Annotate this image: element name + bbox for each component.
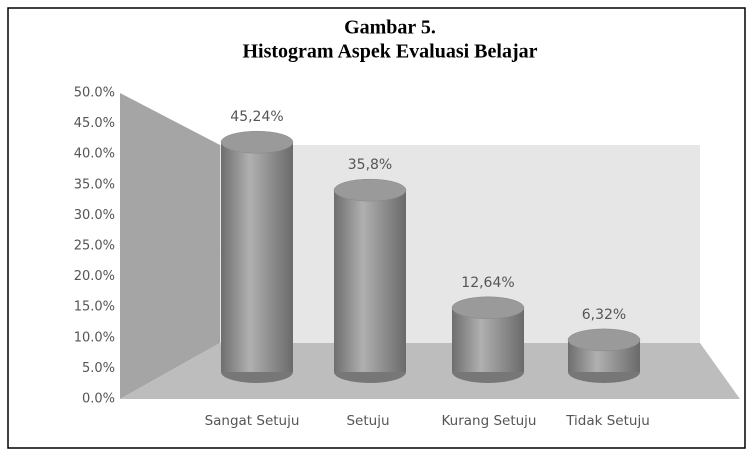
value-label: 6,32% bbox=[582, 307, 626, 323]
value-label: 35,8% bbox=[348, 157, 392, 173]
chart-title: Gambar 5. bbox=[344, 17, 436, 39]
y-tick-label: 5.0% bbox=[82, 361, 115, 376]
bar-top bbox=[333, 178, 407, 202]
frame bbox=[7, 7, 746, 449]
y-tick-label: 20.0% bbox=[74, 269, 115, 284]
y-tick-label: 15.0% bbox=[74, 300, 115, 315]
floor bbox=[120, 343, 740, 399]
chart-subtitle: Histogram Aspek Evaluasi Belajar bbox=[242, 41, 537, 63]
x-tick-label: Tidak Setuju bbox=[565, 413, 650, 429]
y-tick-label: 25.0% bbox=[74, 239, 115, 254]
y-tick-label: 45.0% bbox=[74, 116, 115, 131]
value-label: 12,64% bbox=[461, 275, 514, 291]
y-tick-label: 50.0% bbox=[74, 86, 115, 101]
bar-top bbox=[451, 296, 525, 320]
y-tick-label: 40.0% bbox=[74, 147, 115, 162]
x-tick-label: Kurang Setuju bbox=[441, 413, 536, 429]
bar bbox=[334, 190, 406, 372]
bar bbox=[221, 142, 293, 372]
y-tick-label: 30.0% bbox=[74, 208, 115, 223]
y-tick-label: 10.0% bbox=[74, 330, 115, 345]
y-tick-label: 35.0% bbox=[74, 177, 115, 192]
bar-top bbox=[567, 328, 641, 352]
x-tick-label: Setuju bbox=[346, 413, 389, 429]
x-tick-label: Sangat Setuju bbox=[205, 413, 300, 429]
side-wall bbox=[120, 93, 220, 399]
y-tick-label: 0.0% bbox=[82, 392, 115, 407]
value-label: 45,24% bbox=[230, 109, 283, 125]
bar-top bbox=[220, 130, 294, 154]
